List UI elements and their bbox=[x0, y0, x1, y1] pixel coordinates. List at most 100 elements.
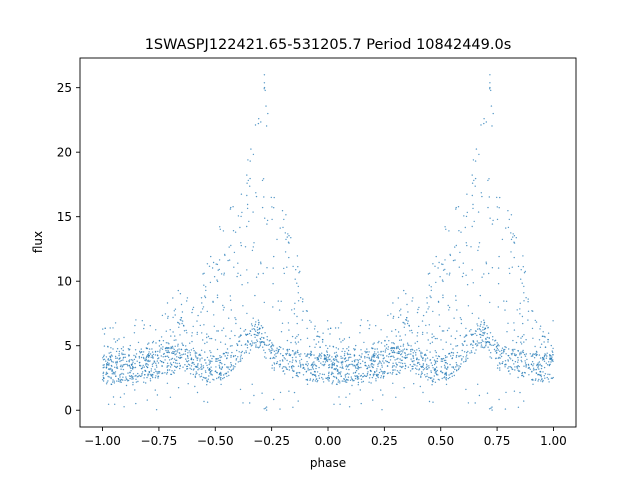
data-point bbox=[247, 282, 249, 284]
data-point bbox=[402, 345, 404, 347]
data-point bbox=[352, 365, 354, 367]
data-point bbox=[187, 383, 189, 385]
data-point bbox=[212, 355, 214, 357]
data-point bbox=[168, 365, 170, 367]
data-point bbox=[216, 296, 219, 299]
data-point bbox=[292, 365, 294, 367]
data-point bbox=[538, 373, 540, 376]
data-point bbox=[148, 371, 150, 373]
data-point bbox=[288, 235, 290, 237]
data-point bbox=[167, 315, 169, 318]
data-point bbox=[509, 272, 511, 275]
data-point bbox=[209, 362, 211, 364]
data-point bbox=[513, 256, 515, 259]
data-point bbox=[204, 377, 206, 379]
data-point bbox=[254, 124, 257, 126]
data-point bbox=[400, 314, 402, 316]
data-point bbox=[142, 351, 145, 353]
data-point bbox=[294, 341, 297, 343]
data-point bbox=[472, 207, 474, 210]
data-point bbox=[539, 357, 542, 359]
data-point bbox=[210, 366, 212, 368]
data-point bbox=[253, 328, 255, 330]
data-point bbox=[128, 361, 130, 363]
data-point bbox=[359, 389, 361, 391]
data-point bbox=[395, 396, 397, 398]
data-point bbox=[229, 366, 231, 368]
data-point bbox=[314, 380, 317, 382]
data-point bbox=[230, 356, 232, 358]
data-point bbox=[309, 345, 311, 348]
data-point bbox=[374, 348, 376, 350]
data-point bbox=[504, 348, 506, 351]
data-point bbox=[279, 364, 282, 366]
data-point bbox=[111, 370, 114, 372]
data-point bbox=[157, 350, 159, 353]
data-point bbox=[150, 356, 152, 358]
x-tick-label: −0.75 bbox=[141, 434, 178, 448]
data-point bbox=[164, 359, 166, 361]
data-point bbox=[377, 354, 379, 357]
data-point bbox=[339, 373, 342, 375]
data-point bbox=[386, 355, 388, 357]
data-point bbox=[471, 312, 473, 315]
data-point bbox=[413, 383, 415, 385]
data-point bbox=[539, 363, 541, 365]
data-point bbox=[133, 332, 136, 334]
data-point bbox=[360, 349, 362, 351]
data-point bbox=[416, 365, 418, 367]
data-point bbox=[201, 379, 204, 381]
data-point bbox=[448, 230, 450, 232]
data-point bbox=[155, 375, 157, 377]
data-point bbox=[209, 360, 212, 362]
data-point bbox=[173, 339, 175, 341]
data-point bbox=[446, 356, 448, 358]
data-point bbox=[510, 366, 513, 369]
data-point bbox=[232, 367, 235, 369]
data-point bbox=[490, 407, 492, 409]
data-point bbox=[297, 375, 299, 378]
data-point bbox=[375, 325, 377, 327]
data-point bbox=[210, 337, 213, 340]
data-point bbox=[272, 356, 275, 359]
data-point bbox=[403, 387, 405, 389]
data-point bbox=[255, 342, 257, 344]
data-point bbox=[130, 375, 133, 377]
data-point bbox=[449, 363, 451, 366]
data-point bbox=[343, 380, 345, 382]
data-point bbox=[293, 352, 296, 354]
data-point bbox=[517, 365, 519, 367]
data-point bbox=[342, 357, 344, 359]
data-point bbox=[105, 366, 108, 368]
data-point bbox=[437, 378, 439, 381]
data-point bbox=[424, 374, 426, 376]
data-point bbox=[232, 230, 235, 232]
data-point bbox=[519, 313, 521, 315]
data-point bbox=[131, 378, 133, 380]
data-point bbox=[143, 324, 145, 326]
data-point bbox=[334, 376, 336, 378]
data-point bbox=[507, 322, 509, 324]
data-point bbox=[194, 351, 197, 353]
data-point bbox=[435, 366, 438, 368]
data-point bbox=[160, 343, 162, 346]
data-point bbox=[112, 348, 114, 350]
data-point bbox=[492, 339, 494, 341]
data-point bbox=[290, 354, 292, 356]
data-point bbox=[287, 363, 290, 365]
data-point bbox=[436, 357, 439, 360]
data-point bbox=[466, 344, 468, 346]
data-point bbox=[522, 255, 524, 257]
data-point bbox=[451, 372, 453, 374]
data-point bbox=[524, 362, 527, 364]
data-point bbox=[263, 82, 266, 84]
data-point bbox=[300, 297, 302, 299]
data-point bbox=[214, 339, 217, 341]
data-point bbox=[230, 244, 232, 247]
data-point bbox=[487, 346, 489, 348]
data-point bbox=[233, 266, 235, 268]
data-point bbox=[550, 344, 552, 347]
data-point bbox=[414, 364, 416, 366]
chart-title: 1SWASPJ122421.65-531205.7 Period 1084244… bbox=[145, 37, 512, 53]
data-point bbox=[194, 375, 196, 377]
